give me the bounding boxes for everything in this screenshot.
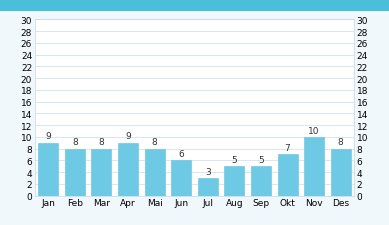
- Text: 9: 9: [46, 132, 51, 141]
- Text: 3: 3: [205, 167, 211, 176]
- Text: 6: 6: [178, 149, 184, 158]
- Bar: [39, 143, 58, 196]
- Text: 5: 5: [231, 155, 237, 164]
- Bar: [251, 166, 271, 196]
- Bar: [171, 161, 191, 196]
- Text: 8: 8: [72, 138, 78, 147]
- Bar: [198, 178, 218, 196]
- Bar: [91, 149, 111, 196]
- Bar: [145, 149, 165, 196]
- Text: 7: 7: [285, 144, 291, 153]
- Bar: [224, 166, 244, 196]
- Bar: [118, 143, 138, 196]
- Bar: [304, 137, 324, 196]
- Bar: [331, 149, 350, 196]
- Text: 8: 8: [152, 138, 158, 147]
- Bar: [278, 155, 298, 196]
- Text: 10: 10: [308, 126, 320, 135]
- Bar: [65, 149, 85, 196]
- Text: 5: 5: [258, 155, 264, 164]
- Text: 8: 8: [338, 138, 343, 147]
- Text: 9: 9: [125, 132, 131, 141]
- Text: 8: 8: [98, 138, 104, 147]
